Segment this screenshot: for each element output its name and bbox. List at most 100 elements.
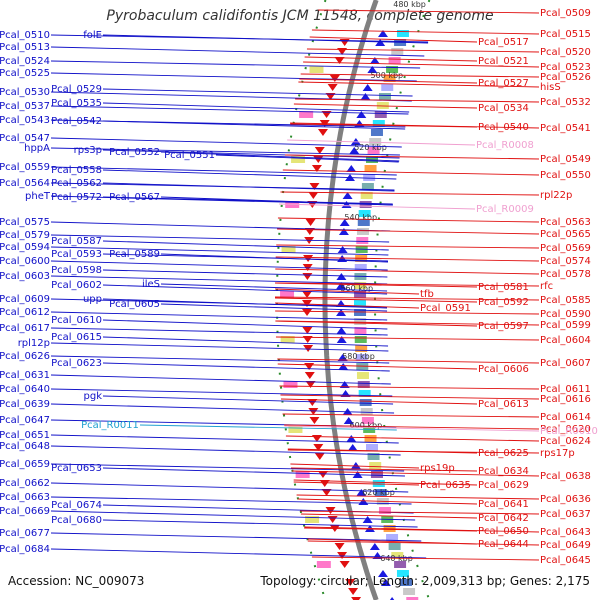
gene-label-left: rps3p [74, 145, 102, 156]
gene-block-inner [354, 327, 367, 334]
gene-label-left: Pcal_0572 [51, 192, 102, 203]
gene-leader-right [276, 244, 540, 249]
gene-label-right: Pcal_0636 [540, 494, 591, 505]
gene-block-inner [361, 417, 374, 424]
gene-leader-left [50, 246, 389, 256]
gene-label-left: Pcal_0674 [51, 500, 102, 511]
gene-label-right: Pcal_0613 [478, 399, 529, 410]
gene-arrow-reverse [321, 489, 332, 496]
gene-leader-right [277, 358, 540, 364]
gene-leader-right [275, 256, 540, 262]
gene-arrow-forward [347, 444, 358, 451]
gene-arrow-forward [346, 165, 357, 172]
gene-leader-left [102, 362, 390, 372]
gene-arrow-reverse [302, 327, 313, 334]
gene-label-left: Pcal_0663 [0, 492, 50, 503]
gene-block-inner [364, 435, 377, 442]
gene-label-left: Pcal_0612 [0, 307, 50, 318]
gene-label-left: Pcal_0626 [0, 351, 50, 362]
gene-block-inner [369, 138, 382, 145]
gene-arrow-forward [362, 84, 373, 91]
gene-label-left: pheT [25, 191, 51, 202]
gene-label-right: Pcal_0523 [540, 62, 591, 73]
gene-leader-right [277, 217, 540, 223]
gene-label-left: Pcal_0640 [0, 384, 50, 395]
gene-arrow-forward [339, 381, 350, 388]
gene-label-right: Pcal_0597 [478, 321, 529, 332]
gene-label-right: Pcal_0563 [540, 217, 591, 228]
gene-label-left: Pcal_0684 [0, 544, 50, 555]
gene-block-inner [356, 237, 369, 244]
gene-block-outer [280, 336, 295, 343]
rna-label-left: Pcal_R0011 [81, 420, 139, 431]
gene-block-inner [356, 372, 369, 379]
gene-arrow-forward [356, 111, 367, 118]
gene-block-inner [388, 57, 401, 64]
gene-label-left: Pcal_0605 [109, 299, 160, 310]
gene-leader-right [282, 169, 540, 176]
gene-label-left: Pcal_0669 [0, 506, 50, 517]
gene-block-inner [396, 570, 409, 577]
gene-leader-right [282, 413, 540, 418]
gene-label-left: Pcal_0552 [109, 147, 160, 158]
gene-block-outer [280, 291, 295, 298]
gene-leader-left [50, 311, 388, 321]
gene-label-left: rpl12p [18, 338, 50, 349]
gene-arrow-forward [341, 201, 352, 208]
gene-label-left: Pcal_0680 [51, 515, 102, 526]
gene-leader-left [102, 196, 393, 205]
gene-block-inner [394, 561, 407, 568]
gene-label-right: Pcal_0634 [478, 466, 529, 477]
gene-leader-left [50, 496, 412, 505]
gene-label-left: Pcal_0547 [0, 133, 50, 144]
gene-block-inner [360, 408, 373, 415]
gene-arrow-forward [338, 363, 349, 370]
gene-arrow-reverse [334, 543, 345, 550]
gene-block-inner [391, 48, 404, 55]
gene-arrow-reverse [329, 75, 340, 82]
gene-leader-left [50, 374, 391, 385]
gene-leader-left [50, 260, 388, 271]
gene-leader-right [311, 29, 540, 35]
gene-arrow-forward [339, 219, 350, 226]
gene-arrow-reverse [317, 129, 328, 136]
gene-label-left: Pcal_0594 [0, 242, 50, 253]
topology-stats-text: Topology: circular; Length: 2,009,313 bp… [260, 574, 590, 588]
gene-arrow-forward [375, 39, 386, 46]
gene-label-right: Pcal_0526 [540, 72, 591, 83]
gene-block-inner [374, 111, 387, 118]
gene-label-left: hppA [24, 143, 50, 154]
gene-block-inner [354, 300, 366, 307]
gene-leader-right [295, 98, 540, 103]
gene-arrow-forward [377, 30, 388, 37]
gene-label-right: Pcal_0550 [540, 170, 591, 181]
gene-label-left: Pcal_0602 [51, 280, 102, 291]
gene-arrow-forward [337, 246, 348, 253]
gene-block-outer [288, 426, 303, 433]
gene-leader-left [102, 395, 394, 405]
gene-leader-right [290, 467, 478, 472]
gene-arrow-reverse [351, 597, 362, 600]
gene-leader-left [50, 434, 399, 444]
gene-label-left: folE [83, 30, 102, 41]
gene-arrow-forward [343, 417, 354, 424]
gene-leader-right [296, 494, 540, 500]
gene-leader-left [102, 102, 410, 113]
gene-leader-right [275, 302, 420, 309]
gene-label-left: Pcal_0610 [51, 315, 102, 326]
gene-leader-left [102, 269, 388, 278]
rna-leader-left [139, 424, 397, 431]
gene-leader-left [50, 166, 397, 176]
gene-label-left: Pcal_0579 [0, 230, 50, 241]
gene-leader-right [280, 191, 540, 196]
gene-label-left: Pcal_0617 [0, 323, 50, 334]
gene-leader-right [275, 310, 540, 315]
scale-tick-label: 620 kbp [362, 488, 395, 497]
gene-arrow-forward [350, 462, 361, 469]
gene-leader-left [102, 519, 418, 528]
gene-leader-left [102, 253, 389, 262]
gene-label-left: Pcal_0648 [0, 441, 50, 452]
gene-label-right: hisS [540, 82, 561, 93]
